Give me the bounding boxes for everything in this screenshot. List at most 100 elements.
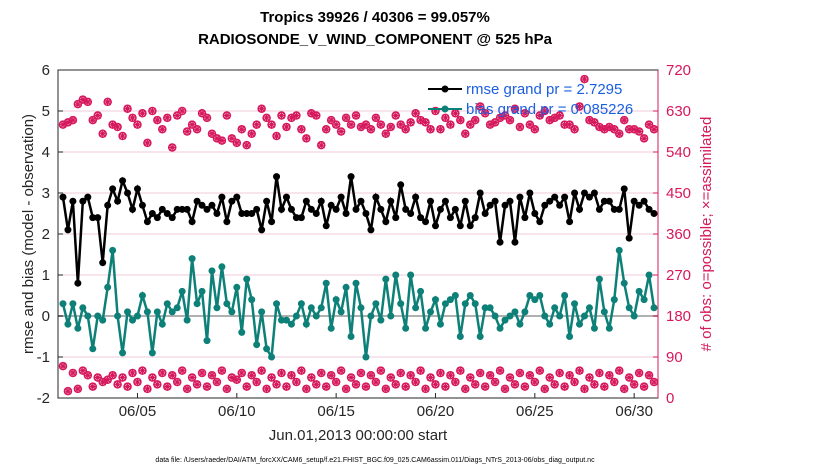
obs-assimilated-point bbox=[108, 371, 117, 380]
obs-assimilated-point bbox=[575, 102, 584, 111]
obs-assimilated-point bbox=[451, 378, 460, 387]
obs-assimilated-point bbox=[635, 368, 644, 377]
obs-assimilated-point bbox=[456, 366, 465, 375]
obs-assimilated-point bbox=[133, 378, 142, 387]
bias-point bbox=[208, 267, 216, 275]
obs-assimilated-point bbox=[203, 113, 212, 122]
bias-point bbox=[228, 308, 236, 316]
rmse-point bbox=[526, 189, 534, 197]
obs-assimilated-point bbox=[347, 373, 356, 382]
obs-assimilated-point bbox=[640, 382, 649, 391]
rmse-point bbox=[94, 214, 102, 222]
obs-assimilated-point bbox=[198, 368, 207, 377]
y-tick-label: -2 bbox=[37, 390, 50, 407]
bias-point bbox=[501, 316, 509, 324]
bias-point bbox=[571, 300, 579, 308]
bias-point bbox=[183, 316, 191, 324]
bias-point bbox=[243, 275, 251, 283]
obs-assimilated-point bbox=[376, 120, 385, 129]
obs-assimilated-point bbox=[143, 384, 152, 393]
obs-assimilated-point bbox=[247, 129, 256, 138]
obs-assimilated-point bbox=[451, 109, 460, 118]
obs-assimilated-point bbox=[501, 384, 510, 393]
bias-point bbox=[546, 320, 554, 328]
rmse-point bbox=[585, 193, 593, 201]
x-axis-label: Jun.01,2013 00:00:00 start bbox=[269, 427, 448, 444]
rmse-point bbox=[153, 214, 161, 222]
bias-point bbox=[258, 308, 266, 316]
obs-assimilated-point bbox=[312, 111, 321, 120]
obs-assimilated-point bbox=[148, 373, 157, 382]
bias-point bbox=[451, 292, 459, 299]
bias-point bbox=[580, 312, 588, 320]
rmse-point bbox=[104, 201, 112, 209]
obs-assimilated-point bbox=[366, 125, 375, 134]
obs-assimilated-point bbox=[128, 113, 137, 122]
y-tick-label: 2 bbox=[42, 226, 50, 243]
bias-point bbox=[640, 296, 648, 304]
obs-assimilated-point bbox=[183, 384, 192, 393]
rmse-point bbox=[436, 205, 444, 213]
obs-assimilated-point bbox=[640, 134, 649, 143]
rmse-point bbox=[79, 197, 87, 205]
y-axis-right-label: # of obs: o=possible; ×=assimilated bbox=[698, 117, 715, 352]
rmse-point bbox=[412, 193, 420, 201]
rmse-point bbox=[203, 205, 211, 213]
obs-assimilated-point bbox=[426, 373, 435, 382]
rmse-point bbox=[496, 238, 504, 246]
bias-point bbox=[282, 316, 290, 324]
rmse-point bbox=[357, 197, 365, 205]
obs-assimilated-point bbox=[93, 373, 102, 382]
bias-point bbox=[317, 304, 325, 312]
obs-assimilated-point bbox=[203, 382, 212, 391]
rmse-point bbox=[422, 218, 430, 226]
obs-assimilated-point bbox=[491, 378, 500, 387]
obs-assimilated-point bbox=[545, 116, 554, 125]
rmse-point bbox=[133, 185, 141, 193]
rmse-point bbox=[531, 210, 539, 217]
obs-assimilated-point bbox=[148, 107, 157, 115]
obs-assimilated-point bbox=[366, 371, 375, 380]
obs-assimilated-point bbox=[590, 118, 599, 127]
obs-assimilated-point bbox=[625, 373, 634, 382]
obs-assimilated-point bbox=[421, 384, 430, 393]
legend-marker-bias bbox=[441, 105, 449, 113]
rmse-point bbox=[456, 222, 464, 230]
bias-point bbox=[74, 324, 82, 332]
obs-assimilated-point bbox=[491, 118, 500, 127]
rmse-point bbox=[124, 189, 132, 197]
obs-assimilated-point bbox=[411, 109, 420, 118]
bias-point bbox=[576, 320, 584, 328]
obs-assimilated-point bbox=[510, 104, 519, 113]
obs-assimilated-point bbox=[153, 380, 162, 389]
rmse-point bbox=[446, 214, 454, 222]
obs-assimilated-point bbox=[232, 138, 241, 147]
rmse-point bbox=[556, 201, 564, 209]
x-tick-label: 06/30 bbox=[615, 403, 653, 420]
bias-point bbox=[551, 304, 559, 312]
y-right-tick-label: 180 bbox=[666, 308, 691, 325]
rmse-point bbox=[576, 205, 584, 213]
obs-assimilated-point bbox=[68, 116, 77, 125]
obs-assimilated-point bbox=[292, 378, 301, 387]
obs-assimilated-point bbox=[217, 366, 226, 375]
rmse-point bbox=[322, 222, 330, 230]
bias-point bbox=[402, 324, 410, 332]
obs-assimilated-point bbox=[352, 111, 361, 120]
bias-point bbox=[486, 304, 494, 312]
obs-assimilated-point bbox=[356, 368, 365, 377]
rmse-point bbox=[109, 185, 117, 193]
bias-point bbox=[148, 349, 156, 357]
obs-assimilated-point bbox=[496, 366, 505, 375]
obs-assimilated-point bbox=[361, 382, 370, 391]
bias-point bbox=[168, 308, 176, 316]
obs-assimilated-point bbox=[158, 125, 167, 134]
obs-assimilated-point bbox=[307, 373, 316, 382]
rmse-point bbox=[521, 214, 529, 222]
obs-assimilated-point bbox=[78, 366, 87, 375]
obs-assimilated-point bbox=[183, 127, 192, 136]
bias-point bbox=[69, 300, 77, 308]
bias-point bbox=[79, 304, 87, 312]
legend-label-rmse: rmse grand pr = 2.7295 bbox=[466, 81, 622, 98]
obs-assimilated-point bbox=[381, 384, 390, 393]
